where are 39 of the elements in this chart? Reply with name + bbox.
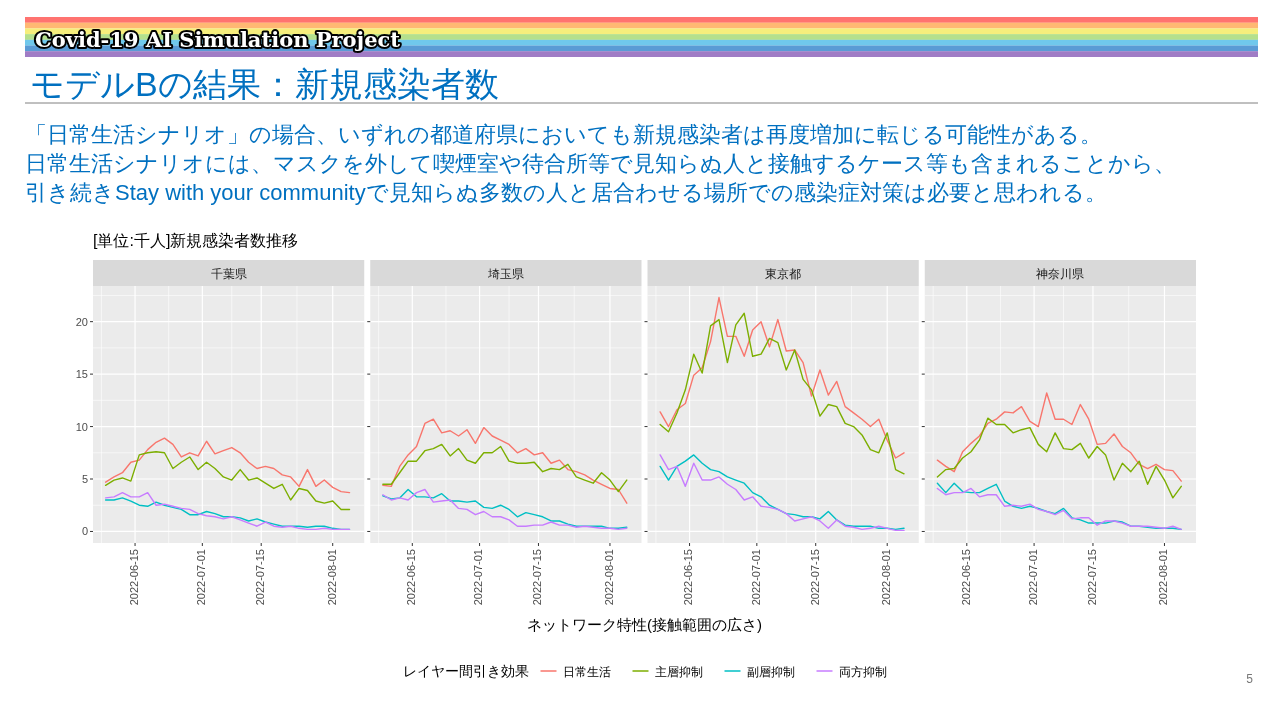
chart-title: 埼玉県 (486, 266, 524, 281)
x-tick-label: 2022-06-15 (682, 549, 695, 606)
x-tick-label: 2022-07-15 (808, 549, 821, 606)
x-tick-label: 2022-08-01 (1157, 549, 1170, 606)
line-series (104, 451, 351, 511)
text: 「日常生活シナリオ」の場合、いずれの都道府県においても新規感染者は再度増加に転じる可能性がある。 (25, 122, 1102, 147)
chart-title: 東京都 (765, 266, 802, 281)
text: 5 (1246, 672, 1254, 686)
x-tick-label: 2022-07-01 (749, 549, 762, 606)
y-tick-label: 15 (75, 368, 88, 381)
x-tick-label: 2022-08-01 (325, 549, 338, 606)
x-tick-label: 2022-08-01 (880, 549, 893, 606)
x-tick-label: 2022-07-15 (254, 549, 267, 606)
text: 日常生活シナリオには、マスクを外して喫煙室や待合所等で見知らぬ人と接触するケース等も含まれることから、 (25, 151, 1176, 176)
x-tick-label: 2022-07-15 (531, 549, 544, 606)
x-tick-label: 2022-08-01 (602, 549, 615, 606)
x-tick-label: 2022-07-01 (472, 549, 485, 606)
text: モデルBの結果：新規感染者数 (30, 65, 499, 103)
legend-label: 副層抑制 (746, 664, 795, 679)
y-tick-label: 10 (75, 420, 88, 433)
y-tick-label: 0 (81, 525, 88, 538)
line-series (104, 437, 351, 494)
x-axis-title: ネットワーク特性(接触範囲の広さ) (527, 616, 762, 633)
legend-title: レイヤー間引き効果 (402, 663, 529, 679)
x-tick-label: 2022-07-01 (195, 549, 208, 606)
legend-label: 主層抑制 (654, 664, 703, 679)
x-tick-label: 2022-06-15 (405, 549, 418, 606)
x-tick-label: 2022-07-01 (1027, 549, 1039, 606)
chart-subtitle: [単位:千人]新規感染者数推移 (93, 232, 299, 249)
x-tick-label: 2022-06-15 (127, 549, 140, 606)
chart-title: 千葉県 (210, 266, 247, 281)
y-tick-label: 20 (75, 315, 88, 328)
x-tick-label: 2022-07-15 (1085, 549, 1098, 606)
x-tick-label: 2022-06-15 (959, 549, 972, 606)
legend-label: 日常生活 (562, 664, 611, 679)
legend-label: 両方抑制 (838, 664, 887, 679)
y-tick-label: 5 (81, 473, 88, 486)
text: 引き続きStay with your communityで見知らぬ多数の人と居合わせる場所での感染症対策は必要と思われる。 (25, 180, 1107, 205)
chart-title: 神奈川県 (1036, 266, 1085, 281)
